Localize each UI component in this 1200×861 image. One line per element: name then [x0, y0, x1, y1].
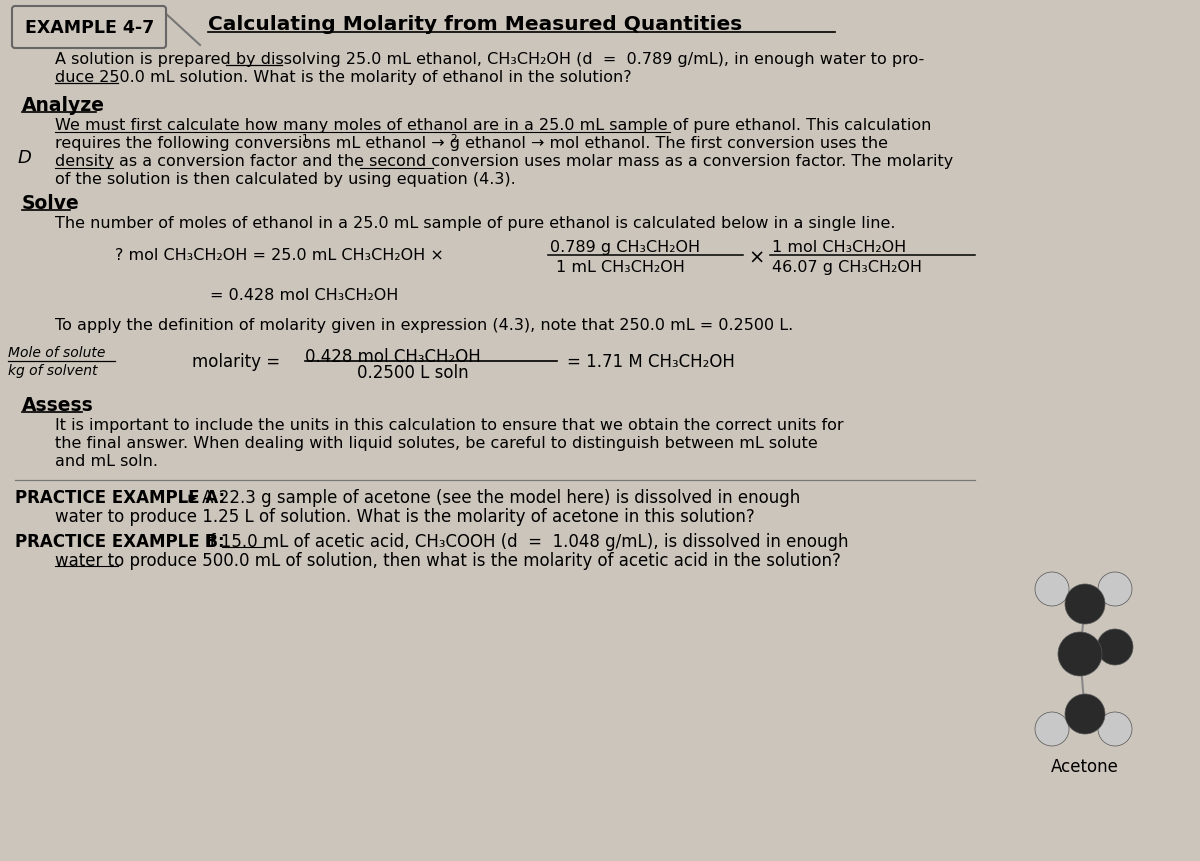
Text: D: D — [18, 149, 32, 167]
Text: 46.07 g CH₃CH₂OH: 46.07 g CH₃CH₂OH — [772, 260, 922, 275]
Circle shape — [1066, 585, 1105, 624]
Text: duce 250.0 mL solution. What is the molarity of ethanol in the solution?: duce 250.0 mL solution. What is the mola… — [55, 70, 631, 85]
FancyBboxPatch shape — [12, 7, 166, 49]
Text: 0.789 g CH₃CH₂OH: 0.789 g CH₃CH₂OH — [550, 239, 700, 255]
Text: ×: × — [748, 249, 764, 268]
Text: = 1.71 M CH₃CH₂OH: = 1.71 M CH₃CH₂OH — [568, 353, 734, 370]
Text: It is important to include the units in this calculation to ensure that we obtai: It is important to include the units in … — [55, 418, 844, 432]
Text: kg of solvent: kg of solvent — [8, 363, 97, 378]
Circle shape — [1098, 573, 1132, 606]
Text: density as a conversion factor and the second conversion uses molar mass as a co: density as a conversion factor and the s… — [55, 154, 953, 169]
Circle shape — [1066, 694, 1105, 734]
Circle shape — [1098, 712, 1132, 746]
Text: If 15.0 mL of acetic acid, CH₃COOH (d  =  1.048 g/mL), is dissolved in enough: If 15.0 mL of acetic acid, CH₃COOH (d = … — [190, 532, 848, 550]
Text: 1: 1 — [302, 133, 308, 144]
Text: PRACTICE EXAMPLE A:: PRACTICE EXAMPLE A: — [14, 488, 226, 506]
Text: We must first calculate how many moles of ethanol are in a 25.0 mL sample of pur: We must first calculate how many moles o… — [55, 118, 931, 133]
Circle shape — [1034, 712, 1069, 746]
Text: of the solution is then calculated by using equation (4.3).: of the solution is then calculated by us… — [55, 172, 516, 187]
Text: The number of moles of ethanol in a 25.0 mL sample of pure ethanol is calculated: The number of moles of ethanol in a 25.0… — [55, 216, 895, 231]
Text: molarity =: molarity = — [192, 353, 280, 370]
Text: Assess: Assess — [22, 395, 94, 414]
Text: water to produce 500.0 mL of solution, then what is the molarity of acetic acid : water to produce 500.0 mL of solution, t… — [55, 551, 841, 569]
Circle shape — [1034, 573, 1069, 606]
Text: ▸ A 22.3 g sample of acetone (see the model here) is dissolved in enough: ▸ A 22.3 g sample of acetone (see the mo… — [178, 488, 800, 506]
Text: 2: 2 — [450, 133, 457, 144]
Text: water to produce 1.25 L of solution. What is the molarity of acetone in this sol: water to produce 1.25 L of solution. Wha… — [55, 507, 755, 525]
Text: PRACTICE EXAMPLE B:: PRACTICE EXAMPLE B: — [14, 532, 224, 550]
Text: Calculating Molarity from Measured Quantities: Calculating Molarity from Measured Quant… — [208, 15, 743, 34]
Text: EXAMPLE 4-7: EXAMPLE 4-7 — [25, 19, 155, 37]
Text: and mL soln.: and mL soln. — [55, 454, 158, 468]
Circle shape — [1097, 629, 1133, 666]
Text: the final answer. When dealing with liquid solutes, be careful to distinguish be: the final answer. When dealing with liqu… — [55, 436, 817, 450]
Text: 0.2500 L soln: 0.2500 L soln — [358, 363, 469, 381]
Text: Mole of solute: Mole of solute — [8, 345, 106, 360]
Text: requires the following conversions mL ethanol → g ethanol → mol ethanol. The fir: requires the following conversions mL et… — [55, 136, 888, 151]
Text: A solution is prepared by dissolving 25.0 mL ethanol, CH₃CH₂OH (d  =  0.789 g/mL: A solution is prepared by dissolving 25.… — [55, 52, 924, 67]
Text: 1 mL CH₃CH₂OH: 1 mL CH₃CH₂OH — [556, 260, 685, 275]
Text: ? mol CH₃CH₂OH = 25.0 mL CH₃CH₂OH ×: ? mol CH₃CH₂OH = 25.0 mL CH₃CH₂OH × — [115, 248, 444, 263]
Text: 1 mol CH₃CH₂OH: 1 mol CH₃CH₂OH — [772, 239, 906, 255]
Text: To apply the definition of molarity given in expression (4.3), note that 250.0 m: To apply the definition of molarity give… — [55, 318, 793, 332]
Text: 0.428 mol CH₃CH₂OH: 0.428 mol CH₃CH₂OH — [305, 348, 481, 366]
Text: = 0.428 mol CH₃CH₂OH: = 0.428 mol CH₃CH₂OH — [210, 288, 398, 303]
Circle shape — [1058, 632, 1102, 676]
Text: Solve: Solve — [22, 194, 79, 213]
Text: Analyze: Analyze — [22, 96, 106, 115]
Text: Acetone: Acetone — [1051, 757, 1118, 775]
